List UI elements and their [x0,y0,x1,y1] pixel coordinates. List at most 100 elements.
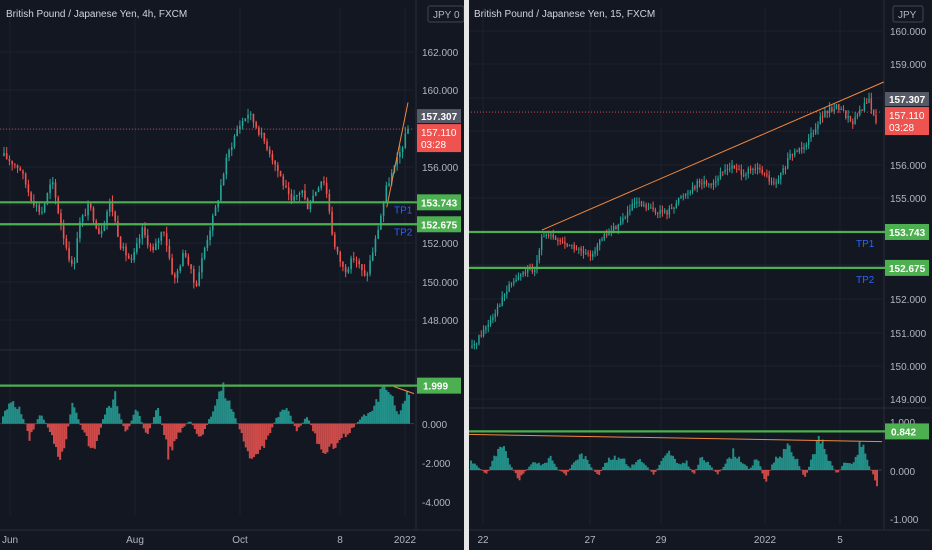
candle-body [557,239,559,241]
candle-body [538,250,541,261]
candle-body [592,253,594,257]
osc-bar [776,458,779,470]
candle-body [108,201,111,212]
candle-body [766,173,768,176]
osc-bar [28,423,31,441]
candle-body [859,109,861,115]
osc-bar [808,466,810,470]
osc-bar [730,458,733,470]
candle-body [638,201,640,203]
osc-bar [383,386,386,424]
osc-bar [365,415,368,424]
osc-bar [22,419,25,424]
osc-bar [328,423,331,447]
osc-bar [534,462,537,470]
osc-bar [303,418,306,424]
current-price-label: 157.110 [421,128,457,139]
y-tick-label: 148.000 [422,316,459,327]
candle-body [258,127,260,135]
osc-bar [539,465,542,470]
osc-bar [740,462,742,470]
osc-bar [582,458,585,470]
candle-body [16,165,19,169]
candle-body [51,182,54,185]
osc-bar [687,466,690,470]
x-tick-label: 2022 [754,535,777,546]
osc-bar [708,465,711,470]
osc-bar [12,401,15,424]
osc-bar [850,463,853,470]
candle-body [496,306,499,314]
osc-bar [503,446,505,470]
candle-body [742,174,745,176]
osc-bar [598,470,601,475]
candle-body [315,191,317,196]
osc-bar [640,462,643,470]
candle-body [761,169,763,174]
candle-body [352,258,355,260]
osc-bar [381,386,384,424]
osc-bar [179,423,182,433]
candle-body [738,168,740,170]
osc-bar [99,423,102,428]
candle-body [712,183,715,185]
candle-body [306,199,309,210]
osc-bar [596,470,599,474]
osc-bar [506,457,509,470]
candle-body [807,138,810,145]
osc-bar [197,423,200,437]
osc-bar [644,465,647,470]
osc-bar [837,470,840,473]
candle-body [271,154,274,161]
osc-bar [387,392,390,424]
y-tick-label: 162.000 [422,48,459,59]
osc-bar [520,470,523,476]
candle-body [845,110,847,119]
candle-body [293,196,295,201]
osc-bar [862,444,865,470]
candle-body [573,244,575,250]
candle-body [612,226,615,231]
candle-body [136,243,138,253]
osc-bar [662,457,665,470]
osc-bar [833,469,836,470]
osc-bar [860,446,863,470]
candle-body [255,122,257,128]
osc-bar [297,423,300,428]
candle-body [866,102,868,104]
candle-body [580,248,582,251]
candle-body [835,104,838,110]
candle-body [87,203,89,216]
candle-body [745,174,747,176]
y-tick-label: 152.000 [890,295,927,306]
osc-bar [854,456,857,470]
osc-bar [578,454,581,470]
candle-body [540,236,543,251]
candle-body [57,197,60,214]
y-tick-label: 149.000 [890,395,927,406]
candle-body [211,215,214,231]
candle-body [157,240,160,244]
osc-bar [230,409,233,424]
osc-bar [359,419,362,424]
candle-body [11,161,13,165]
osc-bar [864,453,867,470]
osc-bar [128,423,131,427]
osc-bar [633,464,636,470]
osc-bar [829,461,832,470]
osc-bar [759,466,762,470]
candle-body [106,211,108,224]
candle-body [209,230,211,240]
candle-body [171,257,173,275]
candle-body [325,182,328,194]
candle-body [371,252,374,261]
candle-body [361,264,363,271]
candle-body [266,141,268,150]
osc-bar [547,458,550,470]
candle-body [111,201,114,212]
osc-bar [844,462,847,470]
candle-body [568,245,571,247]
candle-body [475,343,478,345]
osc-bar [267,423,270,436]
osc-bar [140,422,143,424]
